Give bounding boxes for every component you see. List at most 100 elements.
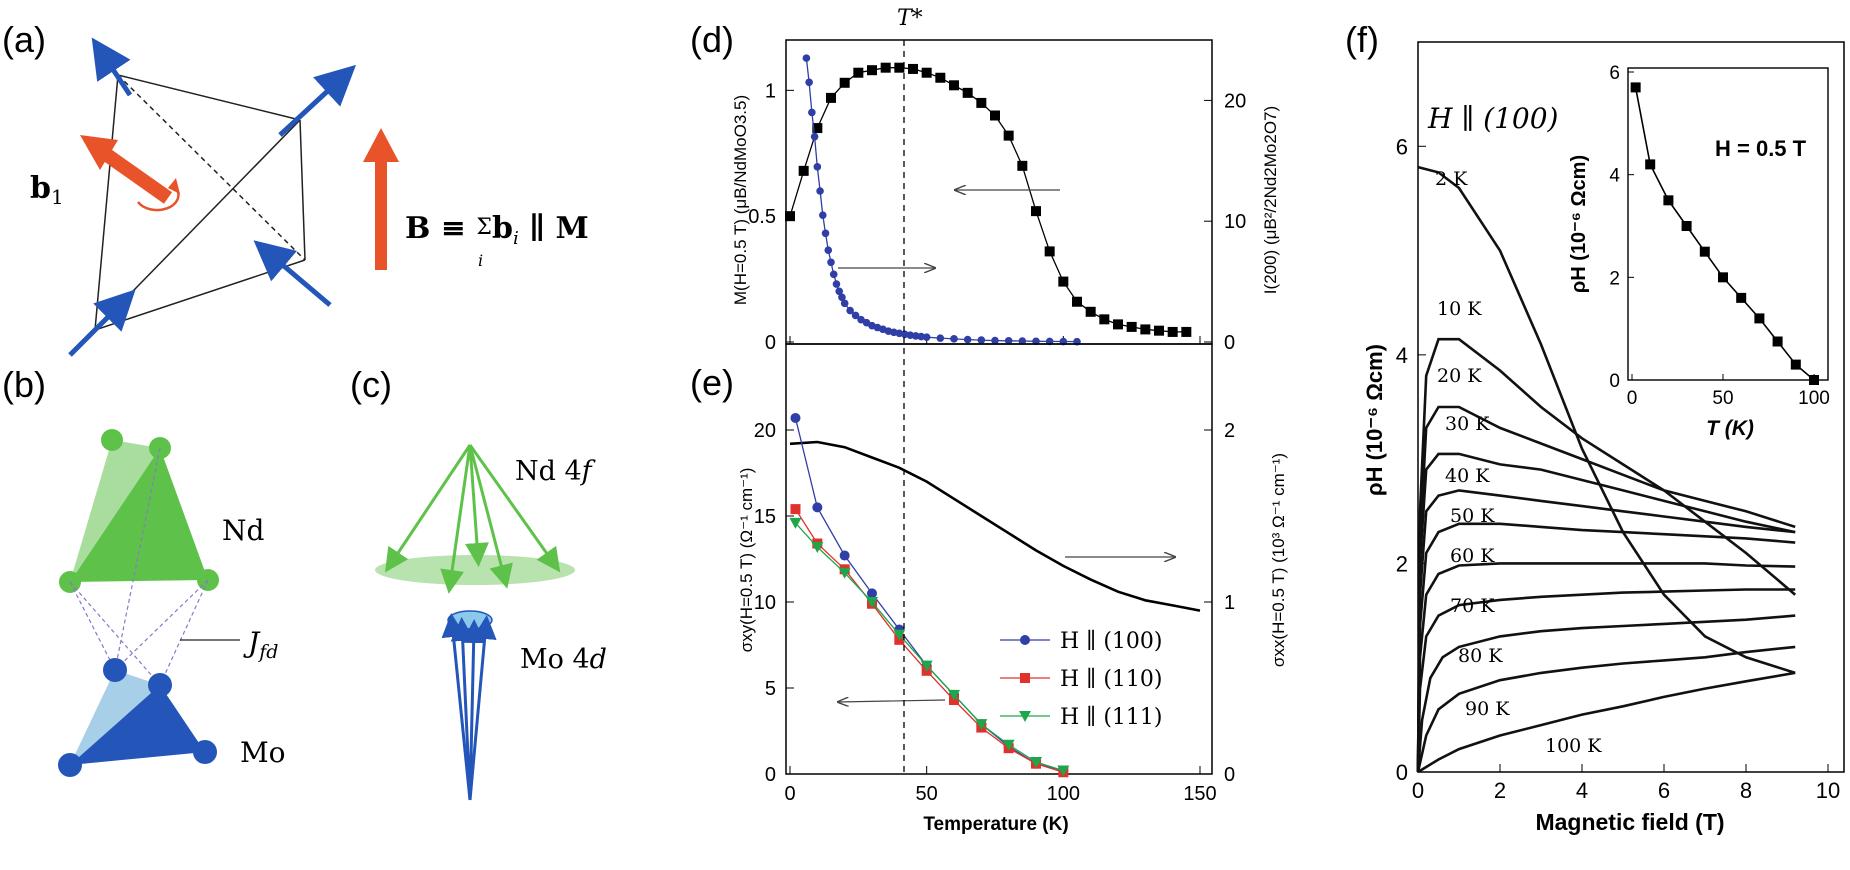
point-d-M: [1072, 296, 1082, 307]
series-f-label: 60 K: [1450, 545, 1495, 567]
nd-label: Nd: [222, 514, 265, 547]
point-d-M: [935, 72, 946, 83]
B-red-arrow: [363, 128, 399, 270]
panel-d-letter: (d): [690, 19, 734, 60]
point-d-M: [1099, 314, 1110, 325]
point-d-I: [802, 54, 811, 62]
tick-label-f-x: 0: [1412, 778, 1424, 803]
point-d-I: [1004, 336, 1013, 345]
tick-label-f-x: 4: [1576, 778, 1588, 803]
point-fi: [1790, 359, 1801, 370]
panel-b: (b) Nd Jfd Mo: [2, 364, 286, 777]
tick-label-f-y: 2: [1396, 551, 1408, 576]
tstar-label: T*: [897, 6, 923, 31]
series-f-label: 2 K: [1435, 168, 1468, 190]
point-fi: [1736, 292, 1747, 303]
tick-label-d-right: 0: [1224, 332, 1235, 354]
plot-f-inset-series: [1630, 82, 1819, 385]
point-fi: [1645, 159, 1656, 170]
point-fi: [1772, 336, 1783, 347]
point-d-I: [851, 311, 860, 320]
point-d-M: [894, 62, 905, 73]
series-f-curve: [1416, 522, 1796, 773]
panel-a: (a) b1 B ≡ Σbi ∥ M: [2, 19, 589, 357]
point-d-I: [819, 211, 827, 219]
xlabel-fi: T (K): [1706, 417, 1754, 440]
point-d-M: [990, 110, 1000, 121]
point-d-M: [1003, 130, 1014, 141]
ylabel-f: ρH (10⁻⁶ Ωcm): [1362, 344, 1387, 496]
point-e-110: [790, 504, 801, 515]
point-e-111: [948, 689, 960, 701]
series-e-sigma-xx: [789, 440, 1201, 612]
panel-f-letter: (f): [1345, 19, 1379, 60]
point-d-I: [832, 280, 841, 288]
series-f-label: 100 K: [1545, 735, 1602, 757]
legend-label: H ∥ (111): [1060, 705, 1163, 730]
inset-field-label: H = 0.5 T: [1715, 136, 1807, 161]
tetrahedron-edges: [94, 74, 306, 331]
tick-label-e-right: 0: [1224, 764, 1235, 786]
panel-a-letter: (a): [2, 19, 46, 60]
series-f-curve: [1416, 405, 1796, 773]
point-d-M: [812, 123, 823, 134]
point-d-M: [1167, 326, 1178, 337]
point-d-I: [922, 333, 931, 341]
point-d-I: [805, 78, 813, 87]
ylabel-e-left: σxy(H=0.5 T) (Ω⁻¹ cm⁻¹): [737, 468, 756, 653]
panel-c-letter: (c): [350, 364, 392, 405]
point-d-M: [1044, 246, 1055, 257]
point-d-M: [949, 80, 959, 91]
tick-label-d-left: 1: [765, 80, 776, 102]
tick-label-d-right: 10: [1224, 211, 1246, 233]
spin-arrow-bottom-left: [68, 289, 136, 357]
plot-d-series: [785, 54, 1192, 346]
series-f-label: 90 K: [1465, 698, 1510, 720]
series-f-label: 10 K: [1437, 298, 1482, 320]
point-fi: [1681, 221, 1692, 231]
tick-label-d-left: 0: [765, 332, 776, 354]
point-d-I: [991, 336, 999, 345]
nd-4f-vectors: [385, 444, 561, 594]
series-f-curve: [1416, 645, 1796, 773]
tick-label-d-right: 20: [1224, 90, 1246, 112]
tick-label-e-x: 150: [1183, 783, 1216, 805]
point-e-111: [893, 629, 906, 641]
plot-e-frame: [785, 343, 1213, 775]
tick-label-e-x: 100: [1047, 783, 1080, 805]
plot-f-frame: [1417, 41, 1845, 773]
series-f-curve: [1416, 489, 1796, 773]
point-d-M: [1113, 319, 1123, 330]
point-d-I: [838, 293, 846, 302]
point-d-I: [810, 132, 819, 141]
point-d-M: [867, 65, 877, 76]
series-d-M-line: [789, 67, 1187, 333]
point-e-111: [1030, 756, 1042, 768]
plot-f-inset-frame: [1627, 67, 1829, 381]
point-d-M: [785, 211, 795, 222]
point-d-M: [1031, 206, 1041, 217]
series-f-curve: [1417, 671, 1796, 774]
point-d-M: [1154, 325, 1164, 336]
legend-marker: [1020, 635, 1030, 645]
point-d-I: [827, 258, 835, 267]
point-e-111: [811, 541, 824, 553]
tick-label-e-left: 10: [754, 592, 776, 614]
panel-c: (c) Nd 4f Mo 4d: [350, 364, 607, 801]
mo-tetra-front: [70, 685, 205, 765]
series-f-label: 70 K: [1450, 595, 1495, 617]
tick-label-f-x: 6: [1658, 778, 1670, 803]
point-d-M: [1085, 306, 1096, 317]
tick-label-fi-x: 50: [1712, 388, 1733, 409]
point-d-M: [839, 77, 850, 88]
series-f-curve: [1416, 588, 1796, 773]
point-fi: [1754, 313, 1765, 324]
ylabel-d-left: M(H=0.5 T) (μB/NdMoO3.5): [731, 95, 750, 305]
legend-label: H ∥ (100): [1060, 629, 1163, 654]
point-d-M: [798, 165, 809, 176]
mo-4d-label: Mo 4d: [520, 644, 607, 675]
